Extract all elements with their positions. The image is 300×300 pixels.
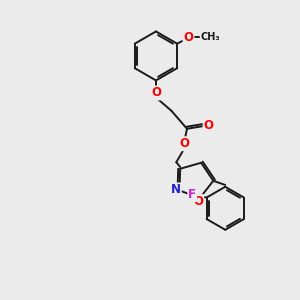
Text: O: O <box>203 119 214 132</box>
Text: O: O <box>184 31 194 44</box>
Text: F: F <box>188 188 196 201</box>
Text: CH₃: CH₃ <box>200 32 220 42</box>
Text: O: O <box>151 86 161 100</box>
Text: O: O <box>194 195 203 208</box>
Text: N: N <box>171 183 181 196</box>
Text: O: O <box>180 137 190 150</box>
